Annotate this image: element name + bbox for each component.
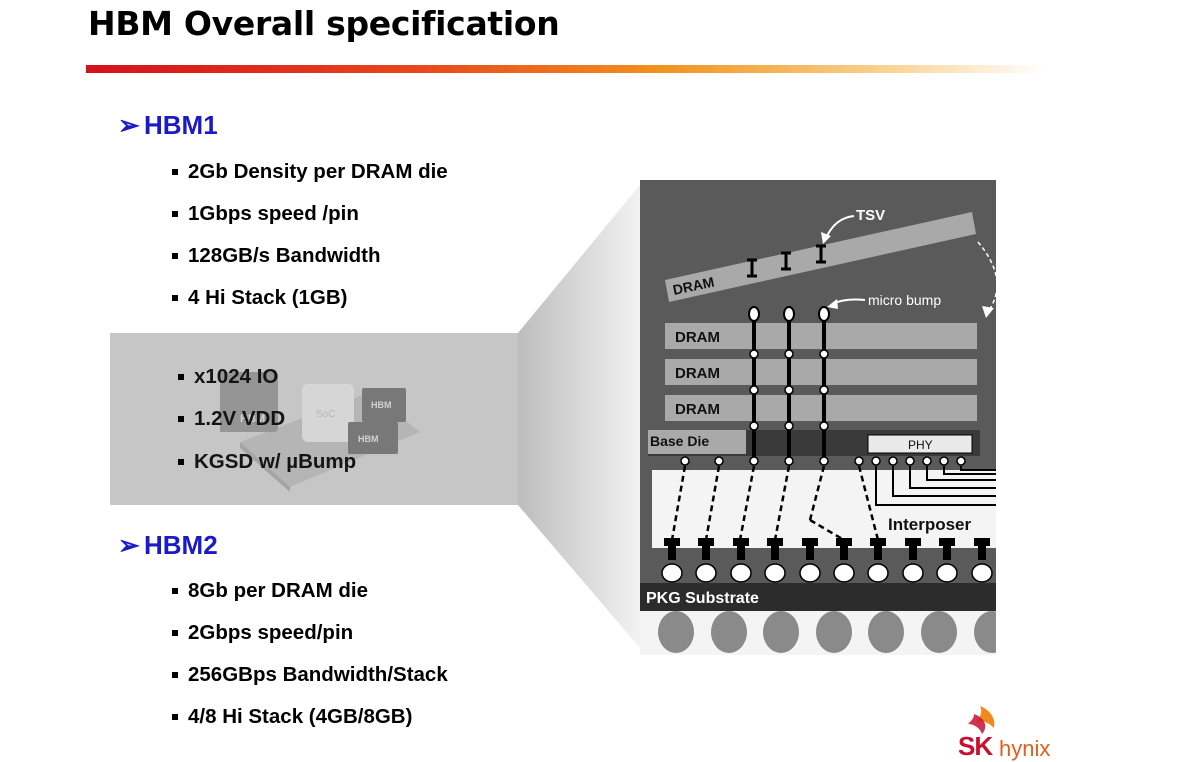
phy-label: PHY — [908, 438, 933, 452]
hbm1-bullet-text: 4 Hi Stack (1GB) — [188, 286, 348, 309]
hbm1-bullet-text: 1Gbps speed /pin — [188, 202, 359, 225]
square-bullet-icon — [172, 714, 178, 720]
arrow-bullet-icon: ➢ — [118, 530, 140, 560]
hbm1-bullet-text: 2Gb Density per DRAM die — [188, 160, 448, 183]
dram-layer-label: DRAM — [675, 401, 720, 418]
hbm1-bullet: 1Gbps speed /pin — [172, 202, 359, 226]
square-bullet-icon — [172, 253, 178, 259]
hbm1-bullet: 128GB/s Bandwidth — [172, 244, 381, 268]
hbm1-bullet: 2Gb Density per DRAM die — [172, 160, 448, 184]
photo-hbm-left-label: HBM — [240, 413, 265, 425]
title-underline — [86, 65, 1046, 73]
square-bullet-icon — [172, 588, 178, 594]
square-bullet-icon — [172, 169, 178, 175]
panel-bullet: x1024 IO — [178, 365, 278, 389]
dram-layer-label: DRAM — [675, 329, 720, 346]
square-bullet-icon — [172, 630, 178, 636]
logo-sk-text: SK — [958, 731, 993, 761]
hbm2-bullet-text: 2Gbps speed/pin — [188, 621, 354, 644]
pkg-substrate-label: PKG Substrate — [646, 590, 759, 607]
panel-bullet: KGSD w/ µBump — [178, 450, 356, 474]
hbm2-bullet: 2Gbps speed/pin — [172, 621, 353, 645]
photo-hbm-a-label: HBM — [371, 400, 392, 410]
hbm2-heading-text: HBM2 — [144, 530, 218, 560]
hbm2-bullet-text: 256GBps Bandwidth/Stack — [188, 663, 448, 686]
square-bullet-icon — [178, 374, 184, 380]
hbm1-bullet: 4 Hi Stack (1GB) — [172, 286, 348, 310]
interposer-label: Interposer — [888, 515, 972, 534]
photo-hbm-b-label: HBM — [358, 434, 379, 444]
panel-bullet-text: KGSD w/ µBump — [194, 450, 357, 473]
hbm2-heading: ➢ HBM2 — [118, 530, 218, 561]
square-bullet-icon — [178, 416, 184, 422]
square-bullet-icon — [178, 459, 184, 465]
hbm1-bullet-text: 128GB/s Bandwidth — [188, 244, 381, 267]
panel-bullet-text: 1.2V VDD — [194, 407, 286, 430]
hbm2-bullet: 8Gb per DRAM die — [172, 579, 368, 603]
panel-bullet-text: x1024 IO — [194, 365, 279, 388]
hbm-package-photo: HBM SoC HBM HBM — [220, 372, 420, 492]
sk-hynix-logo — [968, 706, 995, 734]
logo-hynix-text: hynix — [999, 736, 1051, 761]
dram-layer-label: DRAM — [675, 365, 720, 382]
square-bullet-icon — [172, 211, 178, 217]
hbm2-bullet-text: 8Gb per DRAM die — [188, 579, 368, 602]
page-title: HBM Overall specification — [88, 4, 560, 43]
hbm-stack-diagram: DRAM TSV micro bump DRAM DRAM DRAM Base … — [640, 180, 996, 655]
square-bullet-icon — [172, 672, 178, 678]
hbm2-bullet-text: 4/8 Hi Stack (4GB/8GB) — [188, 705, 413, 728]
hbm1-heading-text: HBM1 — [144, 110, 218, 140]
panel-bullet: 1.2V VDD — [178, 407, 285, 431]
hbm2-bullet: 256GBps Bandwidth/Stack — [172, 663, 448, 687]
arrow-bullet-icon: ➢ — [118, 110, 140, 140]
photo-soc-label: SoC — [316, 409, 335, 420]
tsv-label: TSV — [856, 207, 885, 224]
hbm2-bullet: 4/8 Hi Stack (4GB/8GB) — [172, 705, 412, 729]
base-die-label: Base Die — [650, 433, 709, 449]
hbm1-heading: ➢ HBM1 — [118, 110, 218, 141]
square-bullet-icon — [172, 295, 178, 301]
micro-bump-label: micro bump — [868, 292, 941, 308]
